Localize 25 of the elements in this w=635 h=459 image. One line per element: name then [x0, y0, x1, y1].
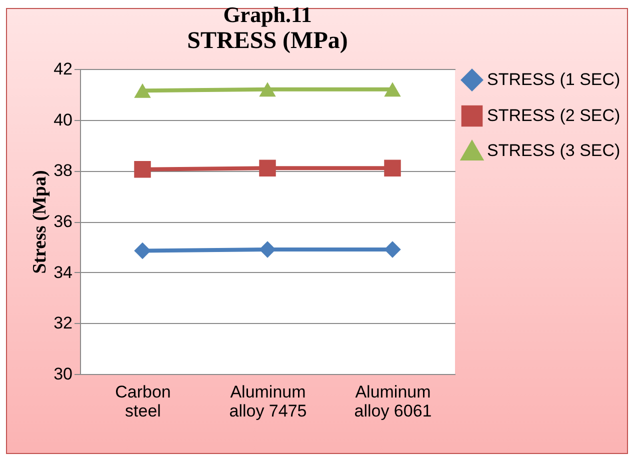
y-tick-label: 34 — [54, 262, 72, 282]
point — [384, 160, 401, 176]
x-tick-label: Aluminum alloy 6061 — [354, 382, 432, 420]
legend-label: STRESS (2 SEC) — [487, 106, 620, 125]
point — [134, 242, 151, 260]
y-tick-label: 32 — [54, 314, 72, 333]
point — [384, 241, 401, 258]
point — [134, 161, 151, 178]
point — [259, 160, 276, 176]
y-tick-label: 38 — [54, 161, 72, 180]
legend-label: STRESS (3 SEC) — [487, 141, 620, 160]
chart-title: Graph.11 — [223, 2, 312, 27]
y-tick-label: 36 — [54, 212, 72, 231]
y-tick-label: 40 — [54, 110, 72, 130]
point — [134, 83, 151, 98]
point — [384, 82, 401, 97]
y-tick-label: 42 — [54, 60, 72, 78]
point — [259, 82, 276, 97]
x-tick-label: Aluminum alloy 7475 — [229, 382, 307, 420]
x-tick-label: Carbon steel — [115, 382, 171, 420]
y-tick-label: 30 — [54, 364, 72, 384]
legend-label: STRESS (1 SEC) — [487, 70, 620, 89]
chart-subtitle: STRESS (MPa) — [187, 28, 348, 54]
point — [259, 241, 276, 258]
y-axis-title: Stress (Mpa) — [30, 170, 51, 274]
